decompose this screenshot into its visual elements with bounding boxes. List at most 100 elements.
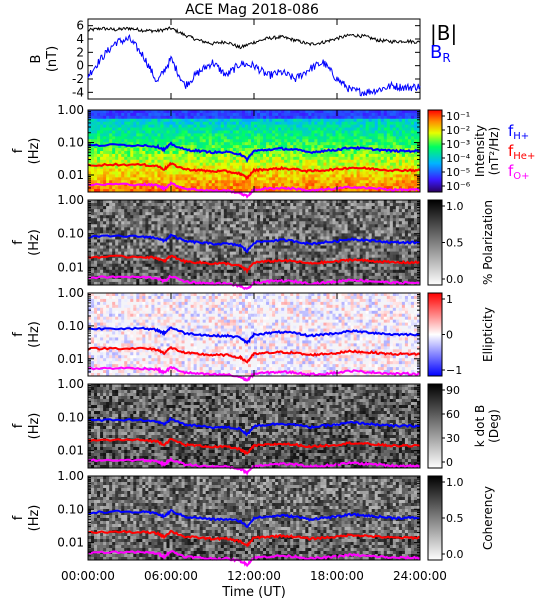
spectrogram-cell: [241, 218, 246, 222]
spectrogram-cell: [416, 133, 421, 137]
spectrogram-cell: [308, 165, 312, 169]
spectrogram-cell: [142, 227, 146, 231]
spectrogram-cell: [187, 236, 192, 240]
spectrogram-cell: [413, 145, 418, 149]
spectrogram-cell: [266, 145, 270, 149]
spectrogram-cell: [290, 112, 294, 117]
spectrogram-cell: [154, 227, 158, 231]
spectrogram-cell: [235, 110, 240, 114]
spectrogram-cell: [229, 218, 234, 222]
spectrogram-cell: [121, 206, 125, 210]
spectrogram-cell: [275, 245, 279, 249]
spectrogram-cell: [254, 224, 258, 228]
spectrogram-cell: [413, 203, 418, 207]
spectrogram-cell: [139, 171, 143, 175]
spectrogram-cell: [145, 224, 149, 228]
spectrogram-cell: [317, 186, 321, 190]
spectrogram-cell: [241, 110, 246, 114]
spectrogram-cell: [106, 209, 110, 213]
spectrogram-cell: [290, 142, 294, 146]
spectrogram-cell: [214, 133, 219, 137]
spectrogram-cell: [401, 145, 406, 149]
spectrogram-cell: [226, 224, 231, 228]
spectrogram-cell: [254, 180, 258, 184]
field-y-tick-label: 4: [76, 32, 84, 46]
spectrogram-cell: [106, 177, 110, 181]
spectrogram-cell: [356, 177, 361, 181]
spectrogram-cell: [359, 127, 364, 131]
spectrogram-cell: [254, 174, 258, 178]
spectrogram-cell: [190, 162, 195, 167]
spectrogram-cell: [320, 242, 324, 246]
spectrogram-cell: [130, 159, 134, 164]
spectrogram-cell: [196, 221, 201, 225]
spectrogram-cell: [118, 171, 122, 175]
spectrogram-cell: [124, 130, 128, 134]
spectrogram-cell: [335, 127, 339, 131]
spectrogram-cell: [398, 215, 403, 219]
spectrogram-cell: [326, 221, 330, 225]
spectrogram-cell: [404, 236, 409, 240]
spectrogram-cell: [97, 203, 101, 207]
spectrogram-cell: [184, 248, 188, 253]
spectrogram-cell: [187, 171, 192, 175]
spectrogram-cell: [308, 186, 312, 190]
spectrogram-cell: [326, 233, 330, 237]
spectrogram-cell: [359, 110, 364, 114]
spectrogram-cell: [359, 215, 364, 219]
spectrogram-cell: [302, 200, 306, 204]
spectrogram-cell: [151, 174, 155, 178]
spectrogram-cell: [371, 171, 376, 175]
spectrogram-cell: [413, 239, 418, 243]
spectrogram-cell: [199, 177, 204, 181]
spectrogram-cell: [365, 239, 370, 243]
spectrogram-cell: [109, 221, 113, 225]
spectrogram-cell: [254, 110, 258, 114]
spectrogram-cell: [389, 215, 394, 219]
spectrogram-cell: [362, 153, 367, 158]
spectrogram-cell: [172, 159, 176, 164]
spectrogram-cell: [133, 239, 137, 243]
spectrogram-cell: [299, 121, 303, 126]
spectrogram-cell: [302, 206, 306, 210]
spectrogram-cell: [115, 171, 119, 175]
spectrogram-cell: [235, 174, 240, 178]
spectrogram-cell: [344, 145, 348, 149]
spectrogram-cell: [94, 171, 98, 175]
spectrogram-cell: [344, 215, 348, 219]
spectrogram-cell: [356, 130, 361, 134]
spectrogram-cell: [275, 180, 279, 184]
spectrogram-cell: [196, 183, 201, 187]
spectrogram-cell: [299, 183, 303, 187]
spectrogram-cell: [88, 168, 92, 172]
spectrogram-cell: [181, 162, 185, 167]
spectrogram-cell: [323, 221, 327, 225]
spectrogram-cell: [287, 174, 291, 178]
spectrogram-cell: [238, 233, 243, 237]
spectrogram-cell: [254, 186, 258, 190]
spectrogram-cell: [220, 124, 225, 128]
spectrogram-cell: [266, 112, 270, 117]
spectrogram-cell: [148, 110, 152, 114]
spectrogram-cell: [139, 112, 143, 117]
spectrogram-cell: [100, 159, 104, 164]
spectrogram-cell: [302, 162, 306, 167]
spectrogram-cell: [196, 174, 201, 178]
spectrogram-cell: [112, 203, 116, 207]
spectrogram-cell: [269, 200, 273, 204]
spectrogram-cell: [377, 124, 382, 128]
spectrogram-cell: [130, 151, 134, 155]
spectrogram-cell: [232, 139, 237, 143]
spectrogram-cell: [181, 245, 185, 249]
spectrogram-cell: [232, 130, 237, 134]
spectrogram-cell: [290, 162, 294, 167]
spectrogram-cell: [151, 180, 155, 184]
spectrogram-cell: [356, 221, 361, 225]
spectrogram-cell: [133, 112, 137, 117]
spectrogram-cell: [250, 156, 255, 161]
spectrogram-cell: [266, 156, 270, 161]
spectrogram-cell: [127, 159, 131, 164]
spectrogram-cell: [344, 218, 348, 222]
spectrogram-cell: [278, 142, 282, 146]
spectrogram-cell: [103, 218, 107, 222]
